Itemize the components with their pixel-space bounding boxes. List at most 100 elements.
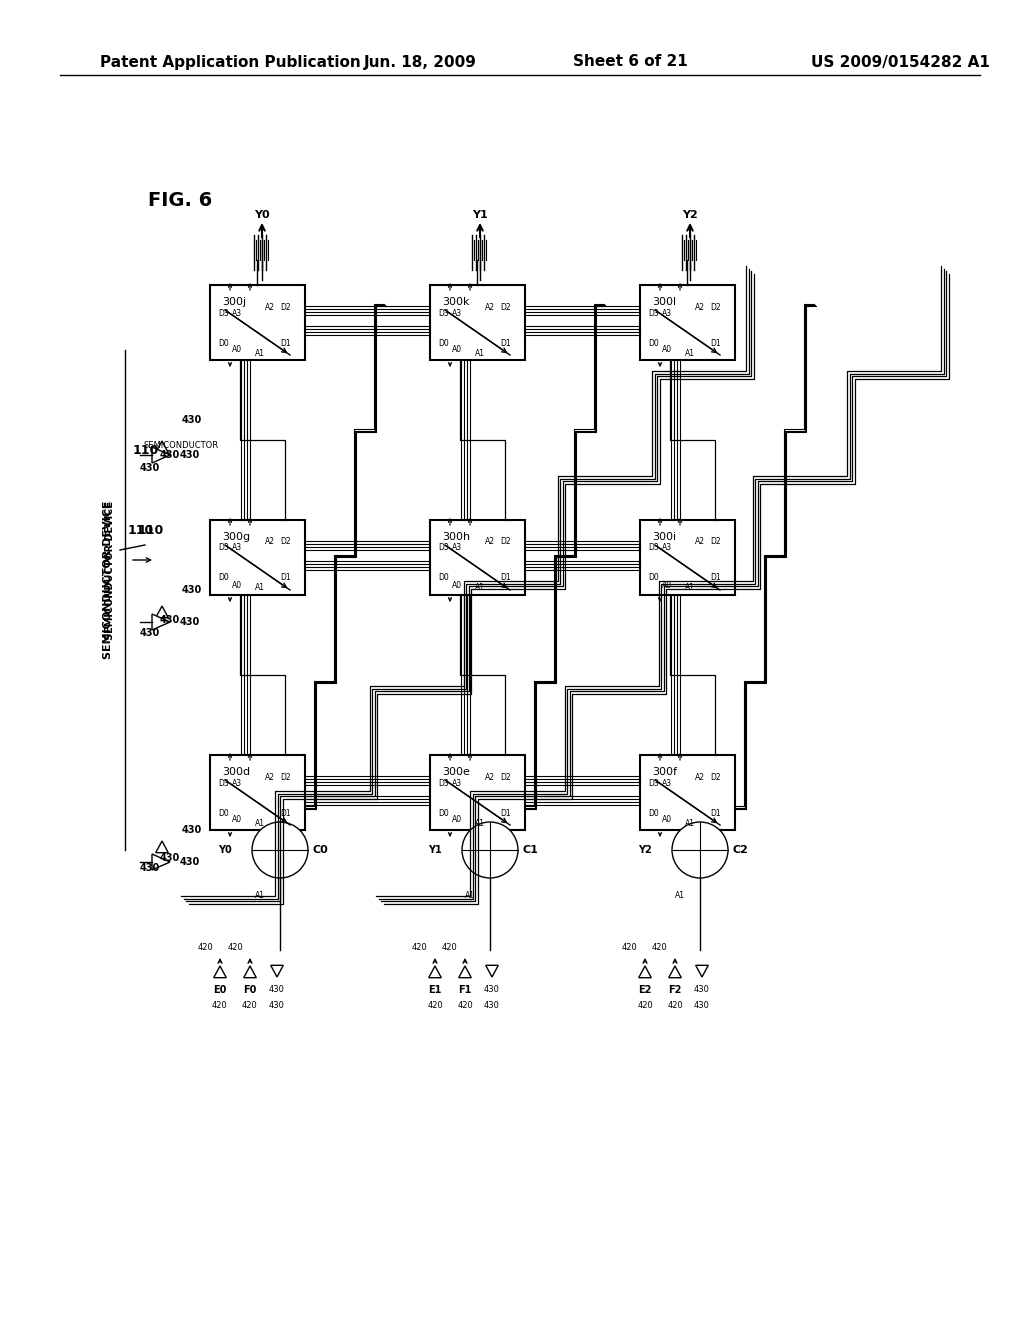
Text: C0: C0 — [312, 845, 328, 855]
Text: 300g: 300g — [222, 532, 250, 543]
Polygon shape — [244, 966, 256, 978]
Text: A2: A2 — [485, 302, 495, 312]
Text: 420: 420 — [442, 944, 458, 953]
Polygon shape — [152, 447, 170, 463]
Text: 300l: 300l — [652, 297, 676, 308]
Text: A1: A1 — [685, 818, 695, 828]
Text: A2: A2 — [695, 302, 705, 312]
Polygon shape — [156, 606, 168, 618]
Polygon shape — [152, 614, 170, 630]
Text: D1: D1 — [500, 573, 511, 582]
Bar — [210, 285, 305, 360]
Text: D1: D1 — [500, 338, 511, 347]
Text: 420: 420 — [412, 944, 428, 953]
Text: D2: D2 — [710, 537, 721, 546]
Text: 430: 430 — [180, 450, 201, 459]
Text: A1: A1 — [685, 348, 695, 358]
Bar — [210, 520, 305, 595]
Text: A3: A3 — [452, 779, 462, 788]
Text: A3: A3 — [662, 309, 672, 318]
Text: D2: D2 — [280, 302, 291, 312]
Text: D0: D0 — [218, 573, 228, 582]
Text: D0: D0 — [648, 808, 658, 817]
Text: 430: 430 — [484, 1001, 500, 1010]
Text: A2: A2 — [485, 537, 495, 546]
Text: 420: 420 — [623, 944, 638, 953]
Text: A1: A1 — [675, 891, 685, 899]
Text: A0: A0 — [232, 581, 242, 590]
Polygon shape — [214, 966, 226, 978]
Polygon shape — [156, 441, 168, 453]
Text: 430: 430 — [694, 1001, 710, 1010]
Text: 420: 420 — [457, 1001, 473, 1010]
Text: D0: D0 — [648, 338, 658, 347]
Text: 430: 430 — [269, 1001, 285, 1010]
Text: 430: 430 — [160, 853, 180, 863]
Text: D2: D2 — [280, 772, 291, 781]
Text: D2: D2 — [280, 537, 291, 546]
Text: 430: 430 — [140, 863, 160, 873]
Text: 430: 430 — [182, 825, 202, 836]
Text: A3: A3 — [452, 309, 462, 318]
Text: SEMICONDUCTOR DEVICE: SEMICONDUCTOR DEVICE — [103, 500, 113, 659]
Text: A0: A0 — [452, 346, 462, 355]
Text: D0: D0 — [218, 338, 228, 347]
Text: F1: F1 — [459, 985, 472, 995]
Text: A2: A2 — [695, 772, 705, 781]
Text: D0: D0 — [648, 573, 658, 582]
Text: C1: C1 — [522, 845, 538, 855]
Bar — [210, 755, 305, 830]
Text: 110: 110 — [128, 524, 155, 536]
Text: 300e: 300e — [442, 767, 470, 777]
Text: 420: 420 — [652, 944, 668, 953]
Text: D3: D3 — [648, 309, 658, 318]
Text: D0: D0 — [218, 808, 228, 817]
Text: 430: 430 — [269, 986, 285, 994]
Text: SEMICONDUCTOR: SEMICONDUCTOR — [143, 441, 218, 450]
Text: A2: A2 — [265, 772, 275, 781]
Text: F0: F0 — [244, 985, 257, 995]
Text: 110: 110 — [133, 444, 160, 457]
Text: A2: A2 — [265, 537, 275, 546]
Text: A1: A1 — [255, 891, 265, 899]
Text: D2: D2 — [710, 772, 721, 781]
Text: 420: 420 — [637, 1001, 653, 1010]
Text: D2: D2 — [500, 302, 511, 312]
Circle shape — [252, 822, 308, 878]
Text: D0: D0 — [438, 808, 449, 817]
Text: 430: 430 — [180, 616, 201, 627]
Bar — [430, 520, 525, 595]
Text: A1: A1 — [255, 818, 265, 828]
Text: 300h: 300h — [442, 532, 470, 543]
Text: A0: A0 — [232, 816, 242, 825]
Text: D3: D3 — [438, 544, 449, 553]
Text: A3: A3 — [232, 544, 242, 553]
Text: 430: 430 — [484, 986, 500, 994]
Text: D3: D3 — [438, 309, 449, 318]
Text: D3: D3 — [218, 544, 228, 553]
Text: 300k: 300k — [442, 297, 469, 308]
Text: F2: F2 — [669, 985, 682, 995]
Text: A3: A3 — [662, 544, 672, 553]
Text: 430: 430 — [180, 857, 201, 867]
Text: 430: 430 — [160, 450, 180, 459]
Text: D3: D3 — [648, 544, 658, 553]
Text: 420: 420 — [242, 1001, 258, 1010]
Bar — [640, 285, 735, 360]
Bar — [430, 755, 525, 830]
Text: A0: A0 — [452, 816, 462, 825]
Text: A0: A0 — [232, 346, 242, 355]
Text: 420: 420 — [212, 1001, 228, 1010]
Text: E1: E1 — [428, 985, 441, 995]
Polygon shape — [152, 854, 170, 870]
Text: 430: 430 — [182, 585, 202, 595]
Text: A1: A1 — [465, 891, 475, 899]
Text: D3: D3 — [648, 779, 658, 788]
Text: A3: A3 — [232, 309, 242, 318]
Text: 420: 420 — [427, 1001, 442, 1010]
Text: D0: D0 — [438, 573, 449, 582]
Text: 420: 420 — [227, 944, 243, 953]
Text: A0: A0 — [662, 816, 672, 825]
Text: Y1: Y1 — [472, 210, 487, 220]
Bar — [430, 285, 525, 360]
